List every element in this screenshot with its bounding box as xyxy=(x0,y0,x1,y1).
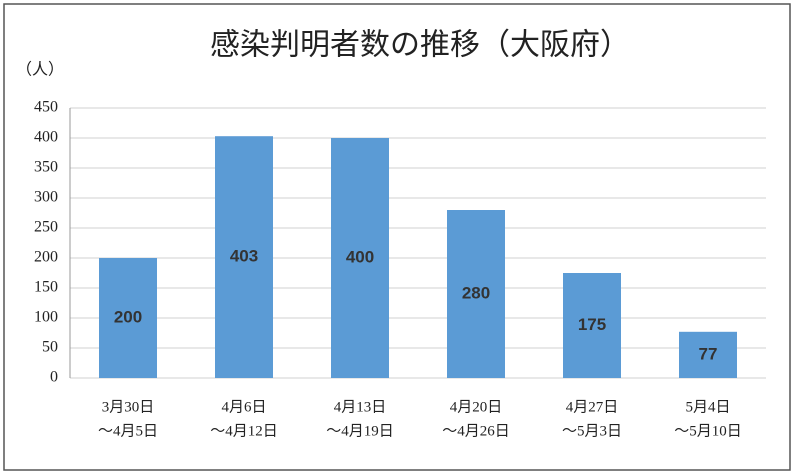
bar xyxy=(447,210,505,378)
x-tick-label: 4月27日 xyxy=(566,399,619,415)
value-label: 175 xyxy=(578,315,606,334)
value-label: 200 xyxy=(114,307,142,326)
bar xyxy=(215,136,273,378)
bar xyxy=(99,258,157,378)
chart-title: 感染判明者数の推移（大阪府） xyxy=(210,28,630,63)
bar xyxy=(679,331,737,378)
x-tick-label: 3月30日 xyxy=(102,399,155,415)
x-tick-label: ～4月12日 xyxy=(210,423,278,439)
value-label: 400 xyxy=(346,247,374,266)
x-tick-label: ～4月19日 xyxy=(326,423,394,439)
y-tick-label: 250 xyxy=(34,219,58,236)
y-tick-label: 50 xyxy=(42,339,58,356)
y-tick-label: 350 xyxy=(34,159,58,176)
value-label: 280 xyxy=(462,283,490,302)
y-tick-label: 400 xyxy=(34,129,58,146)
y-tick-label: 200 xyxy=(34,249,58,266)
bar xyxy=(331,138,389,378)
chart-frame xyxy=(3,3,791,471)
x-tick-label: 5月4日 xyxy=(685,399,730,415)
x-tick-label: ～5月3日 xyxy=(562,423,622,439)
y-tick-label: 0 xyxy=(50,369,58,386)
y-tick-label: 150 xyxy=(34,279,58,296)
x-tick-label: ～4月5日 xyxy=(98,423,158,439)
y-tick-label: 100 xyxy=(34,309,58,326)
x-tick-label: ～4月26日 xyxy=(442,423,510,439)
x-tick-label: 4月20日 xyxy=(450,399,503,415)
x-tick-label: 4月13日 xyxy=(334,399,387,415)
value-label: 403 xyxy=(230,247,258,266)
y-tick-label: 300 xyxy=(34,189,58,206)
x-tick-label: 4月6日 xyxy=(221,399,266,415)
y-tick-label: 450 xyxy=(34,99,58,116)
value-label: 77 xyxy=(699,344,718,363)
bar xyxy=(563,273,621,378)
y-axis-label: （人） xyxy=(16,60,64,79)
x-tick-label: ～5月10日 xyxy=(674,423,742,439)
